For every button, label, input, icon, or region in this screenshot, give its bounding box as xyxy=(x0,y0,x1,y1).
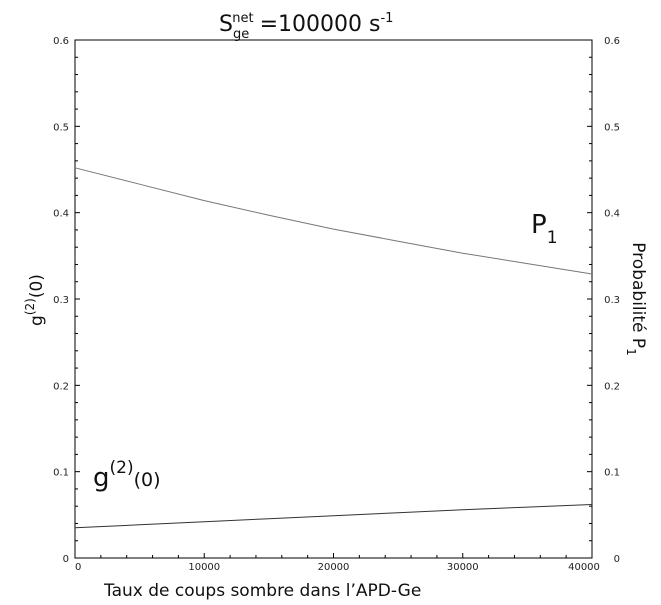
y-right-tick-label: 0.1 xyxy=(604,468,620,479)
annotation-g2-rest: (0) xyxy=(134,469,161,491)
annotation-g2: g(2)(0) xyxy=(93,458,161,493)
annotation-g2-base: g xyxy=(93,463,110,493)
y-right-base: Probabilité P xyxy=(628,242,648,348)
y-left-rest: (0) xyxy=(27,274,47,298)
series-line-p1 xyxy=(74,167,593,275)
y-axis-label-right: Probabilité P1 xyxy=(624,242,648,356)
x-tick-label: 10000 xyxy=(188,562,220,573)
y-left-tick-label: 0.4 xyxy=(53,209,69,220)
axis-ticks xyxy=(74,39,593,559)
y-left-tick-label: 0.1 xyxy=(53,468,69,479)
x-tick-label: 20000 xyxy=(318,562,350,573)
x-axis-label: Taux de coups sombre dans l’APD-Ge xyxy=(103,581,421,601)
axis-tick-labels: 0 10000 20000 30000 40000 0 0.1 0.2 0.3 0.4 0.5 0.6… xyxy=(53,36,620,573)
title-unit-sup: -1 xyxy=(380,11,393,26)
annotation-p1-base: P xyxy=(531,210,547,240)
y-right-tick-label: 0 xyxy=(614,554,620,565)
x-tick-label: 40000 xyxy=(568,562,600,573)
annotation-p1-sub: 1 xyxy=(547,228,558,248)
annotation-p1: P1 xyxy=(531,210,558,248)
y-left-tick-label: 0.2 xyxy=(53,381,69,392)
annotation-g2-sup: (2) xyxy=(110,458,134,478)
series-lines xyxy=(74,167,593,529)
y-axis-label-left: g(2)(0) xyxy=(23,274,47,326)
title-subscript: ge xyxy=(233,27,249,42)
y-right-tick-label: 0.5 xyxy=(604,122,620,133)
y-left-sup: (2) xyxy=(23,298,37,315)
y-left-tick-label: 0.5 xyxy=(53,122,69,133)
chart-title: Sgenet =100000 s-1 xyxy=(219,11,393,42)
y-right-sub: 1 xyxy=(624,348,638,356)
x-tick-label: 30000 xyxy=(447,562,479,573)
y-right-tick-label: 0.2 xyxy=(604,381,620,392)
y-right-tick-label: 0.3 xyxy=(604,295,620,306)
series-line-g2 xyxy=(74,504,593,529)
y-left-tick-label: 0.3 xyxy=(53,295,69,306)
title-superscript: net xyxy=(232,11,253,26)
x-tick-label: 0 xyxy=(75,562,81,573)
y-left-base: g xyxy=(27,315,47,326)
y-right-tick-label: 0.6 xyxy=(604,36,620,47)
y-left-tick-label: 0 xyxy=(63,554,69,565)
title-main: S xyxy=(219,12,233,37)
y-right-tick-label: 0.4 xyxy=(604,209,620,220)
y-left-tick-label: 0.6 xyxy=(53,36,69,47)
title-value: =100000 s xyxy=(260,12,381,37)
